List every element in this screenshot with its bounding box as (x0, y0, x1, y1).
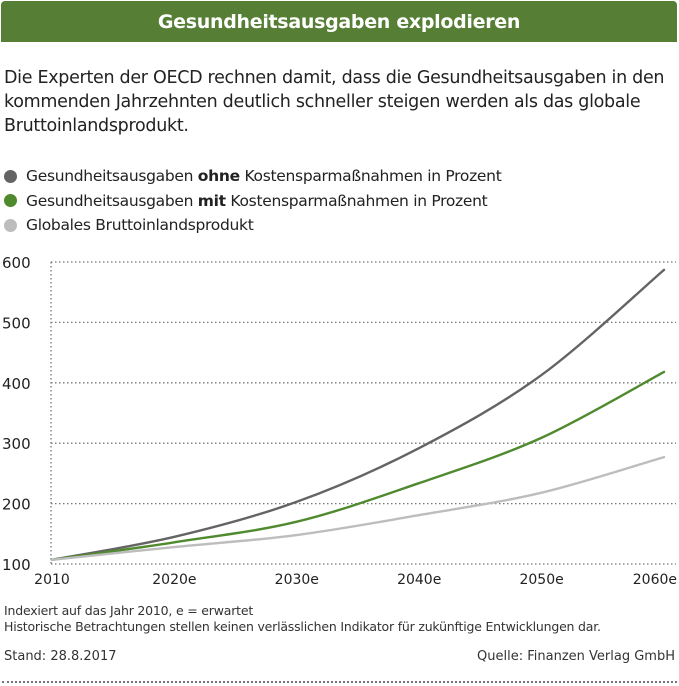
y-axis-ticks: 100 200 300 400 500 600 (2, 254, 31, 574)
series-line-2 (50, 455, 666, 561)
note-index: Indexiert auf das Jahr 2010, e = erwarte… (4, 603, 254, 618)
legend-dot-icon (4, 169, 17, 183)
x-tick-label: 2020e (152, 572, 196, 588)
chart-title: Gesundheitsausgaben explodieren (157, 10, 521, 33)
stand-date: Stand: 28.8.2017 (4, 649, 117, 664)
note-disclaimer: Historische Betrachtungen stellen keinen… (4, 619, 601, 634)
source: Quelle: Finanzen Verlag GmbH (477, 649, 675, 664)
legend-label: Gesundheitsausgaben mit Kostensparmaßnah… (26, 191, 488, 210)
legend-label: Globales Bruttoinlandsprodukt (26, 216, 254, 234)
legend-dot-icon (4, 218, 17, 232)
x-tick-label: 2050e (519, 572, 563, 588)
x-tick-label: 2010 (34, 572, 70, 588)
legend-dot-icon (4, 194, 17, 208)
series-line-1 (50, 370, 666, 561)
legend: Gesundheitsausgaben ohne Kostensparmaßna… (4, 164, 502, 238)
legend-item-bip: Globales Bruttoinlandsprodukt (4, 213, 501, 238)
bottom-divider (2, 681, 677, 683)
legend-item-ohne: Gesundheitsausgaben ohne Kostensparmaßna… (4, 164, 502, 189)
grid-lines (50, 261, 676, 565)
x-tick-label: 2060e (633, 572, 677, 588)
series-lines (50, 268, 666, 561)
series-line-0 (50, 268, 666, 561)
x-axis-ticks: 2010 2020e 2030e 2040e 2050e 2060e (34, 572, 677, 588)
y-tick-label: 400 (2, 375, 31, 393)
x-tick-label: 2030e (275, 572, 319, 588)
y-tick-label: 600 (2, 254, 31, 272)
legend-item-mit: Gesundheitsausgaben mit Kostensparmaßnah… (4, 189, 501, 214)
legend-label: Gesundheitsausgaben ohne Kostensparmaßna… (26, 167, 502, 185)
intro-text: Die Experten der OECD rechnen damit, das… (4, 68, 665, 136)
y-tick-label: 500 (2, 314, 31, 332)
chart-title-bar: Gesundheitsausgaben explodieren (1, 1, 677, 42)
y-tick-label: 100 (2, 556, 31, 574)
y-tick-label: 200 (2, 496, 31, 514)
y-tick-label: 300 (2, 435, 31, 453)
chart-notes: Indexiert auf das Jahr 2010, e = erwarte… (4, 603, 601, 635)
x-tick-label: 2040e (397, 572, 441, 588)
